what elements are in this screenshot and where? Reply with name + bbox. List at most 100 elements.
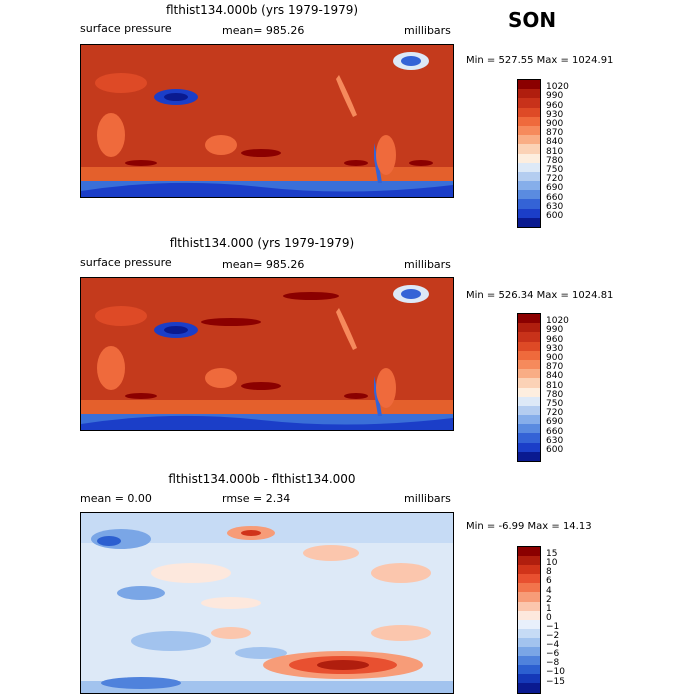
colorbar-swatch (518, 199, 540, 209)
colorbar-label: 720 (546, 174, 564, 185)
colorbar-swatch (518, 610, 540, 620)
colorbar-label: 6 (546, 576, 552, 587)
colorbar-swatch (518, 433, 540, 443)
colorbar-label: 960 (546, 334, 564, 345)
colorbar-swatch (518, 80, 540, 90)
colorbar-label: 780 (546, 389, 564, 400)
colorbar-swatch (518, 341, 540, 351)
panel-1-minmax: Min = 527.55 Max = 1024.91 (466, 55, 614, 66)
colorbar-swatch (518, 116, 540, 126)
colorbar-swatch (518, 547, 540, 557)
colorbar-swatch (518, 387, 540, 397)
colorbar-label: 930 (546, 109, 564, 120)
colorbar-label: −1 (546, 621, 560, 632)
colorbar-swatch (518, 378, 540, 388)
colorbar-swatch (518, 144, 540, 154)
colorbar-swatch (518, 181, 540, 191)
colorbar-label: 750 (546, 399, 564, 409)
colorbar-swatch (518, 171, 540, 182)
colorbar-swatch (518, 135, 540, 145)
colorbar-label: 810 (546, 146, 564, 157)
colorbar-label: −4 (546, 640, 560, 651)
colorbar-swatch (518, 592, 540, 602)
colorbar-label: 15 (546, 549, 558, 560)
colorbar-label: 690 (546, 417, 564, 428)
colorbar-swatch (518, 647, 540, 657)
colorbar-swatch (518, 415, 540, 425)
colorbar-swatch (518, 314, 540, 324)
colorbar-label: 960 (546, 100, 564, 111)
colorbar-swatch (518, 601, 540, 611)
colorbar-swatch (518, 574, 540, 584)
colorbar-label: 930 (546, 343, 564, 354)
colorbar-label: −8 (546, 658, 560, 669)
panel-1-title: flthist134.000b (yrs 1979-1979) (165, 3, 359, 17)
colorbar-swatch (518, 107, 540, 117)
colorbar-label: 8 (546, 567, 552, 578)
colorbar-label: 2 (546, 594, 552, 605)
colorbar-label: 660 (546, 426, 564, 437)
panel-2-variable: surface pressure (80, 256, 172, 269)
colorbar-label: 0 (546, 612, 552, 623)
colorbar-swatch (518, 217, 540, 227)
colorbar-label: 900 (546, 119, 564, 129)
panel-3-map (80, 512, 454, 694)
colorbar-swatch (518, 683, 540, 693)
colorbar-label: −10 (546, 667, 565, 678)
colorbar-swatch (518, 208, 540, 218)
panel-1-colorbar (517, 79, 541, 228)
colorbar-swatch (518, 665, 540, 675)
colorbar-label: 10 (546, 558, 558, 569)
panel-2-mean: mean= 985.26 (222, 258, 305, 271)
colorbar-swatch (518, 323, 540, 333)
colorbar-label: −2 (546, 631, 560, 641)
panel-3-units: millibars (404, 492, 451, 505)
season-label: SON (508, 8, 557, 32)
colorbar-label: −6 (546, 649, 560, 660)
colorbar-label: −15 (546, 676, 565, 687)
colorbar-label: 990 (546, 91, 564, 102)
colorbar-label: 720 (546, 408, 564, 419)
colorbar-swatch (518, 359, 540, 370)
colorbar-label: 750 (546, 165, 564, 175)
colorbar-label: 810 (546, 380, 564, 391)
panel-1-map (80, 44, 454, 198)
colorbar-label: 1020 (546, 82, 569, 93)
colorbar-label: 870 (546, 128, 564, 139)
colorbar-swatch (518, 656, 540, 666)
colorbar-swatch (518, 637, 540, 648)
colorbar-swatch (518, 98, 540, 108)
colorbar-label: 1020 (546, 316, 569, 327)
panel-2-minmax: Min = 526.34 Max = 1024.81 (466, 290, 614, 301)
colorbar-label: 870 (546, 362, 564, 373)
colorbar-swatch (518, 332, 540, 342)
colorbar-label: 4 (546, 585, 552, 596)
panel-3-rmse: rmse = 2.34 (222, 492, 291, 505)
panel-1-mean: mean= 985.26 (222, 24, 305, 37)
colorbar-label: 690 (546, 183, 564, 194)
panel-2-colorbar (517, 313, 541, 462)
panel-2-units: millibars (404, 258, 451, 271)
panel-3-title: flthist134.000b - flthist134.000 (168, 472, 356, 486)
colorbar-swatch (518, 405, 540, 416)
colorbar-label: 1 (546, 603, 552, 614)
panel-1-variable: surface pressure (80, 22, 172, 35)
colorbar-label: 780 (546, 155, 564, 166)
panel-1-units: millibars (404, 24, 451, 37)
colorbar-swatch (518, 583, 540, 593)
colorbar-label: 600 (546, 445, 564, 455)
colorbar-swatch (518, 442, 540, 452)
colorbar-swatch (518, 628, 540, 638)
colorbar-label: 630 (546, 201, 564, 212)
colorbar-swatch (518, 451, 540, 461)
colorbar-swatch (518, 565, 540, 575)
colorbar-label: 600 (546, 211, 564, 221)
panel-2-title: flthist134.000 (yrs 1979-1979) (169, 236, 355, 250)
colorbar-label: 840 (546, 371, 564, 382)
colorbar-label: 990 (546, 325, 564, 336)
colorbar-label: 840 (546, 137, 564, 148)
colorbar-swatch (518, 556, 540, 566)
panel-3-minmax: Min = -6.99 Max = 14.13 (466, 521, 592, 532)
panel-2-map (80, 277, 454, 431)
colorbar-swatch (518, 190, 540, 200)
